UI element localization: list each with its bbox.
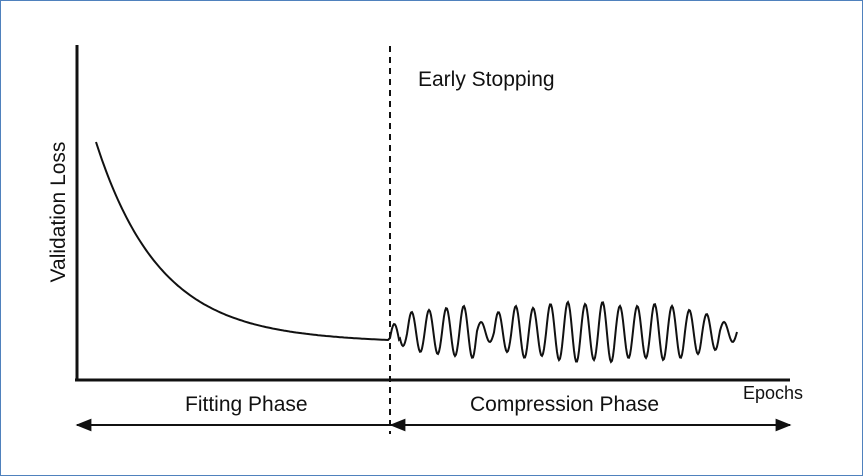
early-stopping-label: Early Stopping [418,68,555,91]
fitting-phase-label: Fitting Phase [185,393,308,416]
compression-phase-label: Compression Phase [470,393,660,416]
y-axis-label: Validation Loss [47,141,70,283]
x-axis-label: Epochs [743,383,804,403]
validation-loss-curve [95,141,738,364]
